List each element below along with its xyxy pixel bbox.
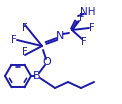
Text: N: N: [56, 31, 64, 41]
Text: F: F: [81, 37, 87, 47]
Text: F: F: [22, 23, 28, 33]
Text: NH: NH: [80, 7, 96, 17]
Text: F: F: [22, 47, 28, 57]
Text: F: F: [79, 13, 85, 23]
Text: O: O: [43, 57, 51, 67]
Text: B: B: [33, 71, 41, 81]
Text: F: F: [11, 35, 17, 45]
Text: F: F: [89, 23, 95, 33]
